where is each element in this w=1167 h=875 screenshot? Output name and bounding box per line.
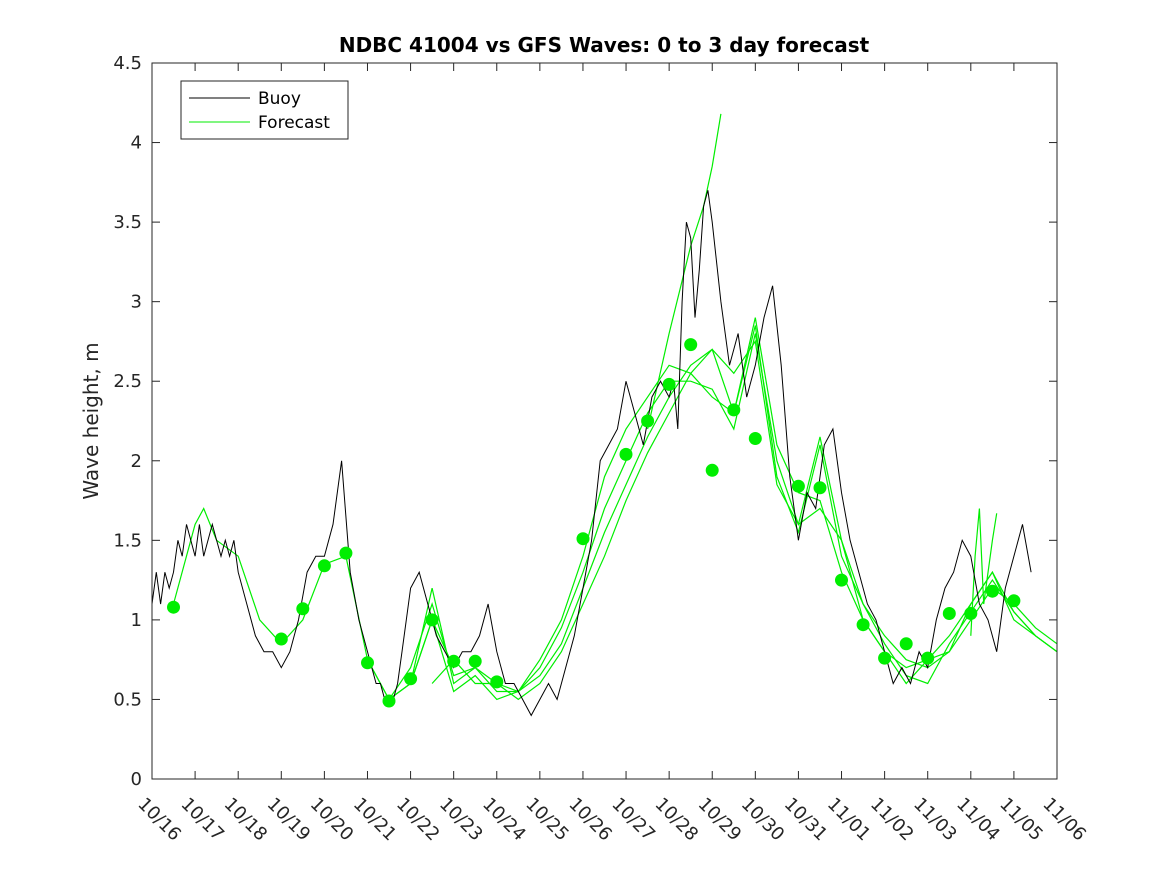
- forecast-line-4: [431, 339, 1058, 701]
- legend: Buoy Forecast: [180, 80, 349, 140]
- y-tick-label: 4: [131, 133, 142, 154]
- y-tick-label: 0.5: [113, 689, 142, 710]
- forecast-point: [964, 607, 978, 620]
- forecast-point: [576, 532, 590, 546]
- forecast-point: [748, 432, 762, 445]
- y-tick-label: 3: [131, 292, 142, 313]
- forecast-point: [791, 479, 805, 493]
- forecast-point: [942, 607, 956, 620]
- forecast-line-7: [970, 508, 998, 636]
- forecast-point: [274, 632, 288, 646]
- forecast-point: [619, 447, 633, 461]
- forecast-point: [878, 651, 892, 665]
- y-tick-label: 1.5: [113, 530, 142, 551]
- axes-box: [151, 62, 1058, 780]
- forecast-point: [899, 637, 913, 651]
- forecast-point: [641, 414, 655, 428]
- y-tick-label: 0: [131, 769, 142, 790]
- forecast-point: [1007, 594, 1021, 608]
- y-tick-label: 2.5: [113, 371, 142, 392]
- forecast-point: [361, 656, 374, 670]
- forecast-point: [447, 654, 461, 668]
- legend-box: [180, 80, 349, 140]
- forecast-point: [684, 338, 698, 352]
- forecast-point: [921, 651, 935, 665]
- forecast-point: [705, 463, 719, 477]
- forecast-point: [404, 672, 418, 686]
- y-tick-label: 3.5: [113, 212, 142, 233]
- series-layer: [151, 113, 1058, 717]
- forecast-point: [856, 618, 870, 632]
- legend-forecast-label: Forecast: [258, 113, 330, 133]
- forecast-point: [727, 403, 741, 417]
- forecast-point: [490, 675, 504, 689]
- forecast-point: [167, 600, 180, 614]
- forecast-point: [382, 694, 396, 708]
- forecast-point: [813, 481, 827, 495]
- forecast-point: [662, 377, 676, 391]
- forecast-point: [296, 602, 310, 616]
- forecast-point: [317, 559, 331, 573]
- forecast-point: [425, 613, 439, 627]
- legend-buoy-label: Buoy: [258, 89, 301, 109]
- forecast-point: [835, 573, 848, 587]
- forecast-point: [339, 546, 353, 560]
- forecast-line-5: [172, 507, 455, 701]
- buoy-line: [151, 190, 1032, 717]
- plot-area: [152, 63, 1057, 779]
- y-axis-label: Wave height, m: [79, 342, 103, 499]
- forecast-point: [985, 584, 999, 598]
- y-tick-label: 2: [131, 451, 142, 472]
- y-tick-label: 1: [131, 610, 142, 631]
- chart-title: NDBC 41004 vs GFS Waves: 0 to 3 day fore…: [339, 33, 870, 57]
- forecast-point: [468, 654, 482, 668]
- forecast-line-1: [366, 317, 1058, 701]
- forecast-line-6: [647, 113, 722, 430]
- y-tick-label: 4.5: [113, 53, 142, 74]
